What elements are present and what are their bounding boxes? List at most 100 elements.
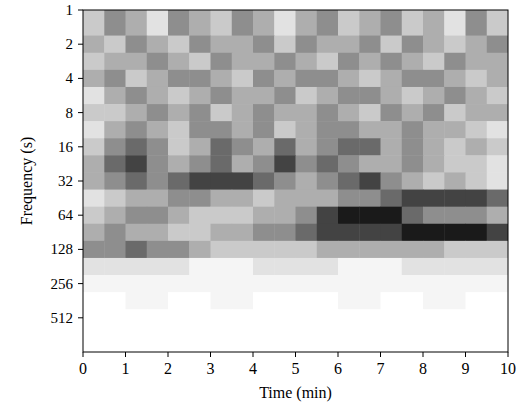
cell <box>104 87 126 105</box>
cell <box>423 121 445 139</box>
cell <box>402 258 424 276</box>
cell <box>189 172 211 190</box>
cell <box>274 241 296 259</box>
cell <box>444 190 466 208</box>
cell <box>126 190 148 208</box>
cell <box>126 155 148 173</box>
cell <box>423 241 445 259</box>
cell <box>232 104 254 122</box>
cell <box>423 309 445 327</box>
y-tick <box>78 249 83 250</box>
cell <box>126 309 148 327</box>
cell <box>444 36 466 54</box>
cell <box>487 104 508 122</box>
cell <box>211 258 233 276</box>
cell <box>359 36 381 54</box>
y-tick <box>78 283 83 284</box>
cell <box>189 53 211 71</box>
cell <box>147 190 169 208</box>
cell <box>296 121 318 139</box>
cell <box>211 104 233 122</box>
cell <box>338 326 360 352</box>
y-tick-label: 128 <box>51 241 74 257</box>
cell <box>423 172 445 190</box>
cell <box>296 10 318 36</box>
cell <box>83 190 105 208</box>
cell <box>444 172 466 190</box>
cell <box>444 258 466 276</box>
cell <box>104 155 126 173</box>
cell <box>444 87 466 105</box>
cell <box>444 241 466 259</box>
cell <box>189 258 211 276</box>
cell <box>402 121 424 139</box>
cell <box>296 36 318 54</box>
cell <box>126 138 148 156</box>
cell <box>253 326 275 352</box>
cell <box>338 104 360 122</box>
x-tick-label: 8 <box>419 360 427 377</box>
cell <box>126 292 148 310</box>
cell <box>211 87 233 105</box>
x-tick <box>423 352 424 357</box>
cell <box>253 309 275 327</box>
cell <box>487 207 508 225</box>
cell <box>487 275 508 293</box>
cell <box>359 138 381 156</box>
cell <box>359 121 381 139</box>
cell <box>423 224 445 242</box>
cell <box>232 326 254 352</box>
cell <box>83 53 105 71</box>
cell <box>104 326 126 352</box>
cell <box>274 53 296 71</box>
cell <box>423 70 445 88</box>
cell <box>274 138 296 156</box>
cell <box>211 138 233 156</box>
cell <box>253 258 275 276</box>
cell <box>104 138 126 156</box>
y-tick <box>78 44 83 45</box>
cell <box>402 241 424 259</box>
cell <box>83 36 105 54</box>
cell <box>126 258 148 276</box>
cell <box>126 70 148 88</box>
cell <box>423 53 445 71</box>
cell <box>359 207 381 225</box>
cell <box>466 224 488 242</box>
x-tick <box>125 352 126 357</box>
cell <box>466 53 488 71</box>
cell <box>402 87 424 105</box>
cell <box>359 258 381 276</box>
cell <box>296 309 318 327</box>
cell <box>168 326 190 352</box>
cell <box>147 36 169 54</box>
cell <box>253 36 275 54</box>
cell <box>466 241 488 259</box>
cell <box>168 207 190 225</box>
cell <box>402 70 424 88</box>
cell <box>168 70 190 88</box>
cell <box>444 138 466 156</box>
cell <box>338 87 360 105</box>
cell <box>104 104 126 122</box>
cell <box>338 207 360 225</box>
x-tick-label: 5 <box>292 360 300 377</box>
y-tick-label: 1 <box>66 2 74 18</box>
cell <box>104 53 126 71</box>
cell <box>359 224 381 242</box>
cell <box>189 138 211 156</box>
cell <box>423 104 445 122</box>
cell <box>381 172 403 190</box>
cell <box>466 326 488 352</box>
cell <box>487 53 508 71</box>
cell <box>317 292 339 310</box>
cell <box>211 241 233 259</box>
x-tick <box>380 352 381 357</box>
y-tick <box>78 146 83 147</box>
cell <box>317 104 339 122</box>
cell <box>253 172 275 190</box>
cell <box>232 121 254 139</box>
cell <box>444 292 466 310</box>
cell <box>232 70 254 88</box>
cell <box>83 207 105 225</box>
